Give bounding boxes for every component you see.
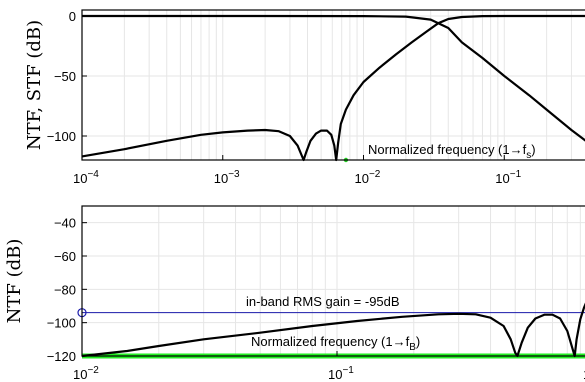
- rms-gain-annotation: in-band RMS gain = -95dB: [246, 294, 400, 309]
- x-tick-label: 10−4: [73, 169, 99, 186]
- top-plot-frame: [81, 9, 585, 161]
- bottom-x-ticks: 10−2 10−1 100: [73, 351, 585, 382]
- x-tick-label: 100: [583, 365, 585, 382]
- y-tick-label: 0: [69, 9, 76, 24]
- top-grid: [81, 10, 585, 160]
- top-y-axis-label: NTF, STF (dB): [24, 20, 45, 150]
- bottom-y-ticks: −40 −60 −80 −100 −120: [47, 216, 87, 364]
- bottom-x-axis-annotation: Normalized frequency (1→fB): [251, 334, 420, 353]
- x-tick-label: 10−1: [495, 169, 521, 186]
- bottom-plot-frame: [81, 205, 585, 357]
- bottom-y-axis-label: NTF (dB): [4, 239, 25, 324]
- bottom-series-1: [81, 302, 585, 358]
- y-tick-label: −50: [54, 69, 76, 84]
- y-tick-label: −80: [54, 282, 76, 297]
- y-tick-label: −40: [54, 216, 76, 231]
- x-tick-label: 10−2: [73, 365, 99, 382]
- top-series: [81, 14, 585, 163]
- top-x-axis-annotation: Normalized frequency (1→fs): [368, 142, 536, 161]
- bottom-panel: −40 −60 −80 −100 −120 10−2 10−1 100 NTF (dB) i…: [4, 205, 585, 382]
- y-tick-label: −100: [47, 129, 76, 144]
- top-series-1: [82, 14, 585, 142]
- top-series-2: [81, 14, 585, 162]
- top-y-ticks: 0 −50 −100: [47, 9, 87, 144]
- y-tick-label: −60: [54, 249, 76, 264]
- x-tick-label: 10−1: [328, 365, 354, 382]
- x-tick-label: 10−3: [214, 169, 240, 186]
- top-panel: 0−50−100 10−4 10−3 10−2 10−1 NTF, STF (dB) …: [24, 9, 585, 186]
- x-tick-label: 10−2: [355, 169, 381, 186]
- y-tick-label: −120: [47, 349, 76, 364]
- y-tick-label: −100: [47, 316, 76, 331]
